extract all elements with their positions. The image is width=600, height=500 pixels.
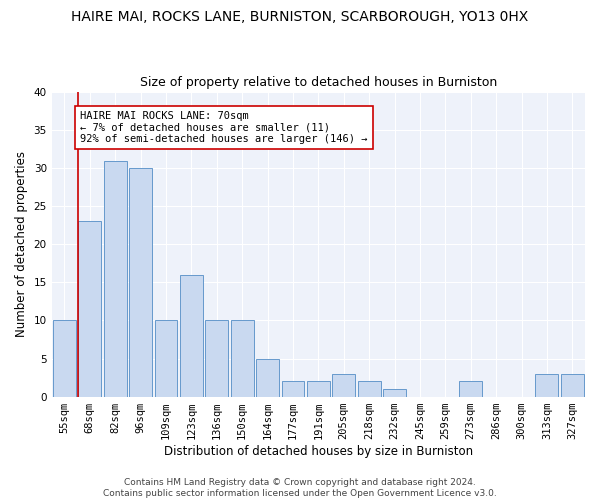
Bar (205, 320, 228, 396)
X-axis label: Distribution of detached houses by size in Burniston: Distribution of detached houses by size … (164, 444, 473, 458)
Bar (459, 382, 482, 396)
Bar (535, 374, 559, 396)
Bar (383, 389, 406, 396)
Bar (561, 374, 584, 396)
Title: Size of property relative to detached houses in Burniston: Size of property relative to detached ho… (140, 76, 497, 90)
Text: HAIRE MAI, ROCKS LANE, BURNISTON, SCARBOROUGH, YO13 0HX: HAIRE MAI, ROCKS LANE, BURNISTON, SCARBO… (71, 10, 529, 24)
Bar (79, 222, 101, 396)
Bar (307, 382, 330, 396)
Bar (104, 160, 127, 396)
Bar (53, 320, 76, 396)
Bar (256, 358, 279, 397)
Bar (332, 374, 355, 396)
Bar (231, 320, 254, 396)
Bar (129, 168, 152, 396)
Y-axis label: Number of detached properties: Number of detached properties (15, 152, 28, 338)
Bar (358, 382, 380, 396)
Bar (180, 275, 203, 396)
Text: HAIRE MAI ROCKS LANE: 70sqm
← 7% of detached houses are smaller (11)
92% of semi: HAIRE MAI ROCKS LANE: 70sqm ← 7% of deta… (80, 111, 368, 144)
Text: Contains HM Land Registry data © Crown copyright and database right 2024.
Contai: Contains HM Land Registry data © Crown c… (103, 478, 497, 498)
Bar (281, 382, 304, 396)
Bar (155, 320, 178, 396)
